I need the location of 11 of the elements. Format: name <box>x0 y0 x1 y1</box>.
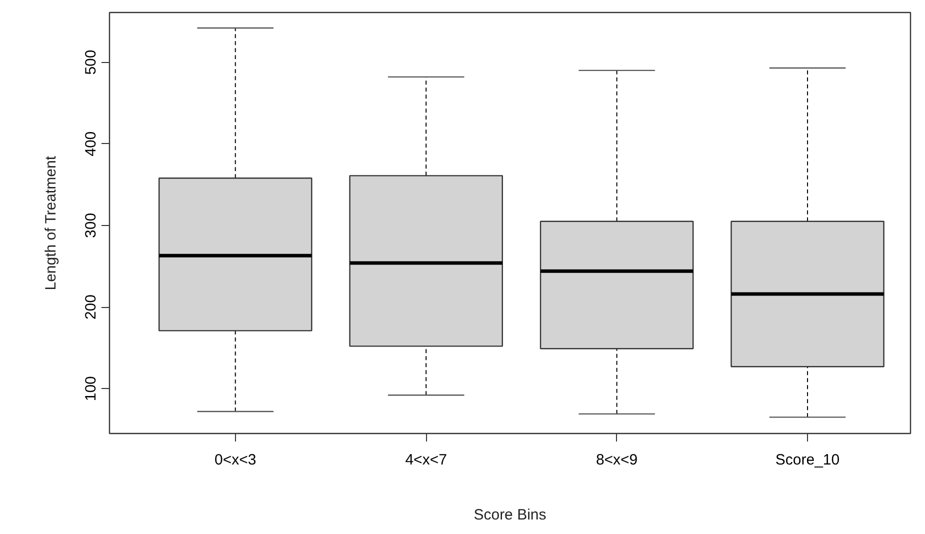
y-tick-label: 500 <box>82 50 100 75</box>
y-tick-label: 300 <box>82 212 100 238</box>
y-tick-label: 200 <box>82 294 100 320</box>
x-axis-title: Score Bins <box>474 506 546 524</box>
x-tick-label: 4<x<7 <box>405 452 447 468</box>
y-axis-title: Length of Treatment <box>42 155 60 290</box>
x-tick-label: Score_10 <box>775 452 840 468</box>
y-tick-label: 100 <box>82 376 100 402</box>
y-tick-label: 400 <box>82 131 100 156</box>
x-tick-label: 8<x<9 <box>596 452 638 468</box>
x-tick-label: 0<x<3 <box>214 452 256 468</box>
